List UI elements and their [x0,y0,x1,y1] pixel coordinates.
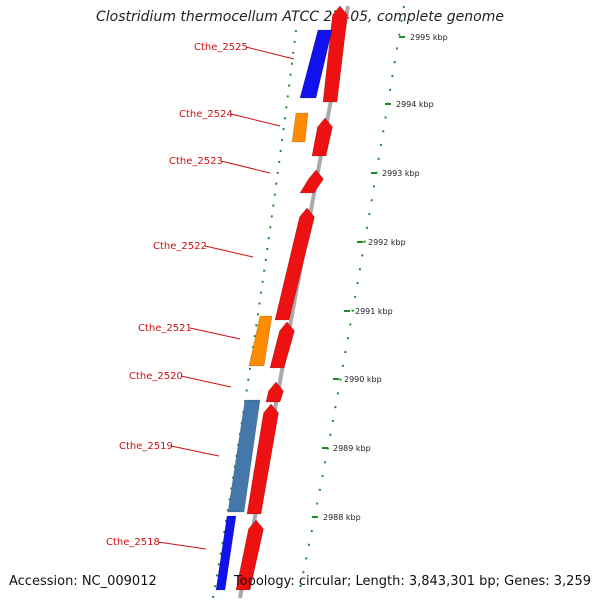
gene-label: Cthe_2519 [119,441,173,452]
kbp-tick-label: 2990 kbp [344,375,382,384]
gene-leader-line [157,541,207,550]
kbp-tick-label: 2991 kbp [355,307,393,316]
kbp-tick-label: 2989 kbp [333,444,371,453]
reverse-gene-blue[interactable] [215,515,237,591]
gene-leader-line [180,375,232,388]
forward-gene-arrow[interactable] [246,403,279,515]
gene-label: Cthe_2525 [194,42,248,53]
reverse-gene-orange[interactable] [248,315,273,367]
kbp-tick-label: 2993 kbp [382,169,420,178]
gene-label: Cthe_2520 [129,371,183,382]
gene-label: Cthe_2523 [169,156,223,167]
gene-leader-line [170,445,220,457]
kbp-tick-label: 2995 kbp [410,33,448,42]
forward-gene-arrow[interactable] [269,321,295,369]
gene-leader-line [220,160,271,174]
forward-gene-arrow[interactable] [322,5,348,103]
gene-leader-line [230,113,281,127]
forward-gene-arrow[interactable] [235,519,264,591]
reverse-gene-blue[interactable] [299,29,333,99]
inner-dotted-track [212,29,297,599]
kbp-tick-label: 2992 kbp [368,238,406,247]
kbp-tick-label: 2988 kbp [323,513,361,522]
gene-label: Cthe_2522 [153,241,207,252]
kbp-tick-label: 2994 kbp [396,100,434,109]
forward-gene-arrow[interactable] [274,207,315,321]
gene-leader-line [204,245,254,258]
gene-label: Cthe_2524 [179,109,233,120]
gene-label: Cthe_2518 [106,537,160,548]
topology-text: Topology: circular; Length: 3,843,301 bp… [233,574,591,589]
forward-gene-arrow[interactable] [311,117,333,157]
forward-gene-arrow[interactable] [299,169,324,194]
forward-gene-arrow[interactable] [265,381,284,403]
gene-label: Cthe_2521 [138,323,192,334]
gene-leader-line [189,327,241,340]
accession-text: Accession: NC_009012 [9,574,157,589]
reverse-gene-orange[interactable] [291,112,309,143]
gene-leader-line [245,46,295,60]
reverse-gene-steel[interactable] [227,399,261,513]
